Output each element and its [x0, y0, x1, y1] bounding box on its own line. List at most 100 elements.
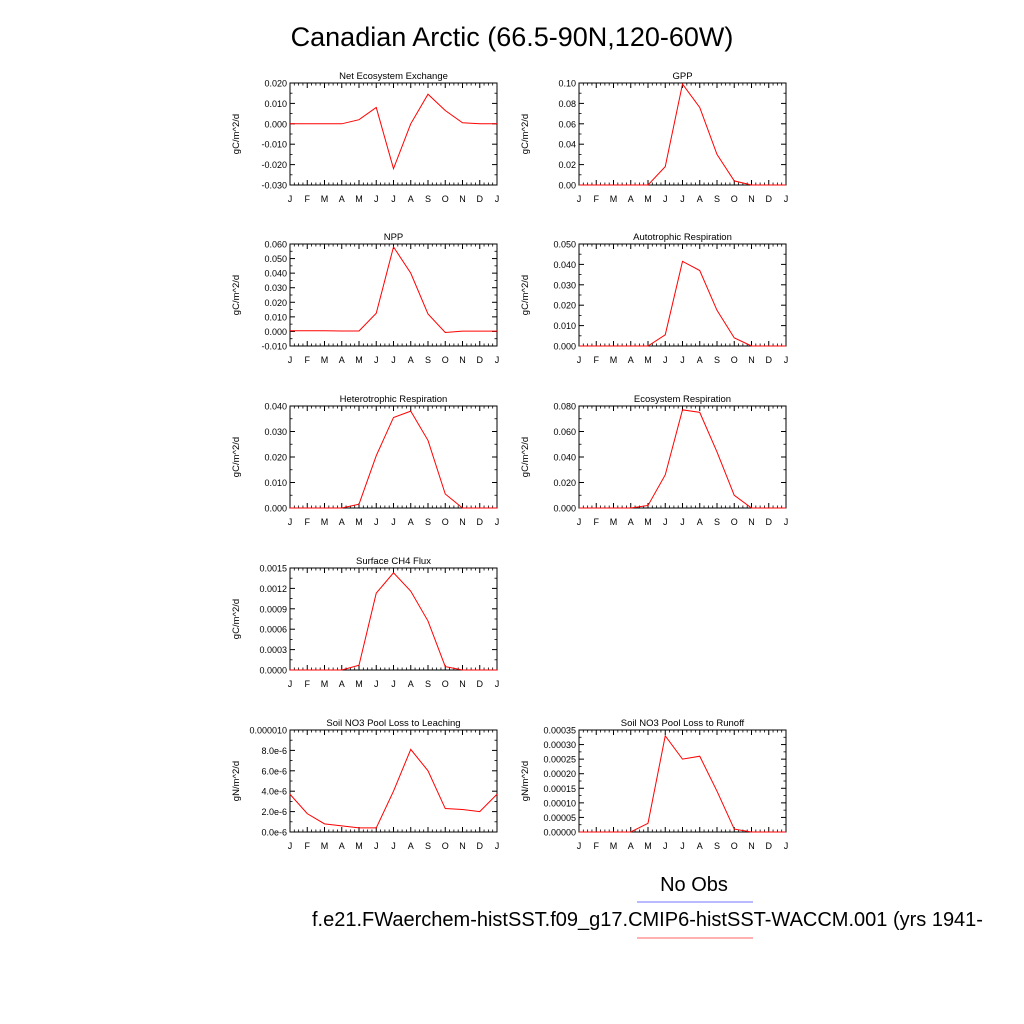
y-tick-label: 0.10 — [558, 79, 576, 89]
x-tick-label: D — [477, 355, 484, 365]
x-tick-label: A — [339, 679, 345, 689]
x-tick-label: A — [697, 841, 703, 851]
x-tick-label: N — [459, 355, 466, 365]
y-tick-label: 0.040 — [264, 269, 287, 279]
y-tick-label: 0.00015 — [543, 784, 576, 794]
x-tick-label: J — [288, 194, 293, 204]
x-tick-label: A — [628, 194, 634, 204]
x-tick-label: J — [663, 517, 668, 527]
y-axis-label: gN/m^2/d — [231, 761, 242, 801]
x-tick-label: D — [477, 194, 484, 204]
x-tick-label: O — [442, 355, 449, 365]
x-tick-label: N — [459, 194, 466, 204]
x-tick-label: J — [391, 194, 396, 204]
x-tick-label: J — [288, 841, 293, 851]
x-tick-label: S — [714, 841, 720, 851]
x-tick-label: S — [714, 194, 720, 204]
y-tick-label: 0.0006 — [259, 625, 287, 635]
x-tick-label: J — [663, 841, 668, 851]
x-tick-label: A — [697, 355, 703, 365]
chart-panel-9: J F M A M J J A S O N D J0.000000.000050.000100.0001… — [520, 718, 788, 851]
y-tick-label: 2.0e-6 — [261, 807, 287, 817]
x-tick-label: O — [442, 194, 449, 204]
x-tick-label: N — [459, 841, 466, 851]
x-tick-label: J — [784, 194, 789, 204]
series-line — [290, 572, 497, 671]
panels-layer: J F M A M J J A S O N D J-0.030-0.020-0.0100.0000.01… — [231, 71, 788, 851]
y-tick-label: 0.0012 — [259, 584, 287, 594]
x-tick-label: O — [731, 194, 738, 204]
y-tick-label: 0.000 — [553, 342, 576, 352]
y-tick-label: 0.08 — [558, 99, 576, 109]
y-tick-label: 0.060 — [264, 240, 287, 250]
y-tick-label: 0.02 — [558, 160, 576, 170]
y-tick-label: 0.06 — [558, 119, 576, 129]
x-tick-label: M — [321, 679, 329, 689]
x-tick-label: D — [477, 517, 484, 527]
y-tick-label: 0.000 — [264, 504, 287, 514]
x-tick-label: J — [577, 517, 582, 527]
x-tick-label: M — [321, 841, 329, 851]
x-tick-label: O — [442, 841, 449, 851]
plot-frame — [578, 729, 787, 833]
x-tick-label: M — [610, 517, 618, 527]
x-tick-label: J — [495, 679, 500, 689]
panel-title: Ecosystem Respiration — [634, 394, 731, 405]
x-tick-label: J — [374, 517, 379, 527]
chart-panel-7: J F M A M J J A S O N D J0.00000.00030.00060.00090.0… — [231, 556, 499, 689]
x-tick-label: D — [766, 517, 773, 527]
y-tick-label: 0.00005 — [543, 813, 576, 823]
plot-frame — [289, 567, 498, 671]
x-tick-label: M — [355, 679, 363, 689]
legend-label-model: f.e21.FWaerchem-histSST.f09_g17.CMIP6-hi… — [312, 909, 983, 931]
x-tick-label: D — [766, 841, 773, 851]
x-tick-label: J — [374, 194, 379, 204]
panel-title: Autotrophic Respiration — [633, 232, 732, 243]
series-line — [290, 245, 497, 333]
y-tick-label: 0.00020 — [543, 769, 576, 779]
y-axis-label: gC/m^2/d — [231, 599, 242, 639]
y-axis-label: gC/m^2/d — [231, 275, 242, 315]
x-tick-label: F — [305, 517, 311, 527]
y-tick-label: 0.050 — [553, 240, 576, 250]
x-tick-label: M — [610, 841, 618, 851]
x-tick-label: A — [408, 841, 414, 851]
y-tick-label: 0.080 — [553, 402, 576, 412]
x-tick-label: A — [628, 517, 634, 527]
x-tick-label: D — [766, 194, 773, 204]
chart-panel-8: J F M A M J J A S O N D J0.0e-62.0e-64.0e-66.0e-68.0… — [231, 718, 499, 851]
panel-title: Heterotrophic Respiration — [340, 394, 448, 405]
x-tick-label: J — [391, 679, 396, 689]
chart-panel-6: J F M A M J J A S O N D J0.0000.0200.0400.0600.080Ec… — [520, 394, 788, 527]
x-tick-label: S — [425, 679, 431, 689]
x-tick-label: J — [577, 841, 582, 851]
y-tick-label: 0.010 — [264, 478, 287, 488]
x-tick-label: J — [374, 355, 379, 365]
chart-panel-5: J F M A M J J A S O N D J0.0000.0100.0200.0300.040He… — [231, 394, 499, 527]
x-tick-label: S — [425, 517, 431, 527]
chart-panel-4: J F M A M J J A S O N D J0.0000.0100.0200.0300.0400.… — [520, 232, 788, 365]
x-tick-label: M — [321, 517, 329, 527]
y-tick-label: 0.00035 — [543, 726, 576, 736]
x-tick-label: O — [731, 841, 738, 851]
y-tick-label: 0.050 — [264, 254, 287, 264]
y-tick-label: 0.030 — [264, 427, 287, 437]
y-tick-label: 0.040 — [553, 453, 576, 463]
legend: No Obs f.e21.FWaerchem-histSST.f09_g17.C… — [312, 874, 983, 939]
series-line — [579, 260, 786, 347]
x-tick-label: O — [731, 517, 738, 527]
figure-title: Canadian Arctic (66.5-90N,120-60W) — [291, 22, 734, 52]
x-tick-label: J — [577, 355, 582, 365]
x-tick-label: M — [355, 841, 363, 851]
x-tick-label: F — [305, 355, 311, 365]
chart-panel-3: J F M A M J J A S O N D J-0.0100.0000.0100.0200.0300… — [231, 232, 499, 365]
y-tick-label: 0.00000 — [543, 828, 576, 838]
y-tick-label: 0.0e-6 — [261, 828, 287, 838]
series-line — [579, 734, 786, 833]
series-line — [290, 93, 497, 171]
x-tick-label: A — [339, 355, 345, 365]
x-tick-label: J — [288, 679, 293, 689]
x-tick-label: M — [355, 517, 363, 527]
x-tick-label: J — [680, 355, 685, 365]
